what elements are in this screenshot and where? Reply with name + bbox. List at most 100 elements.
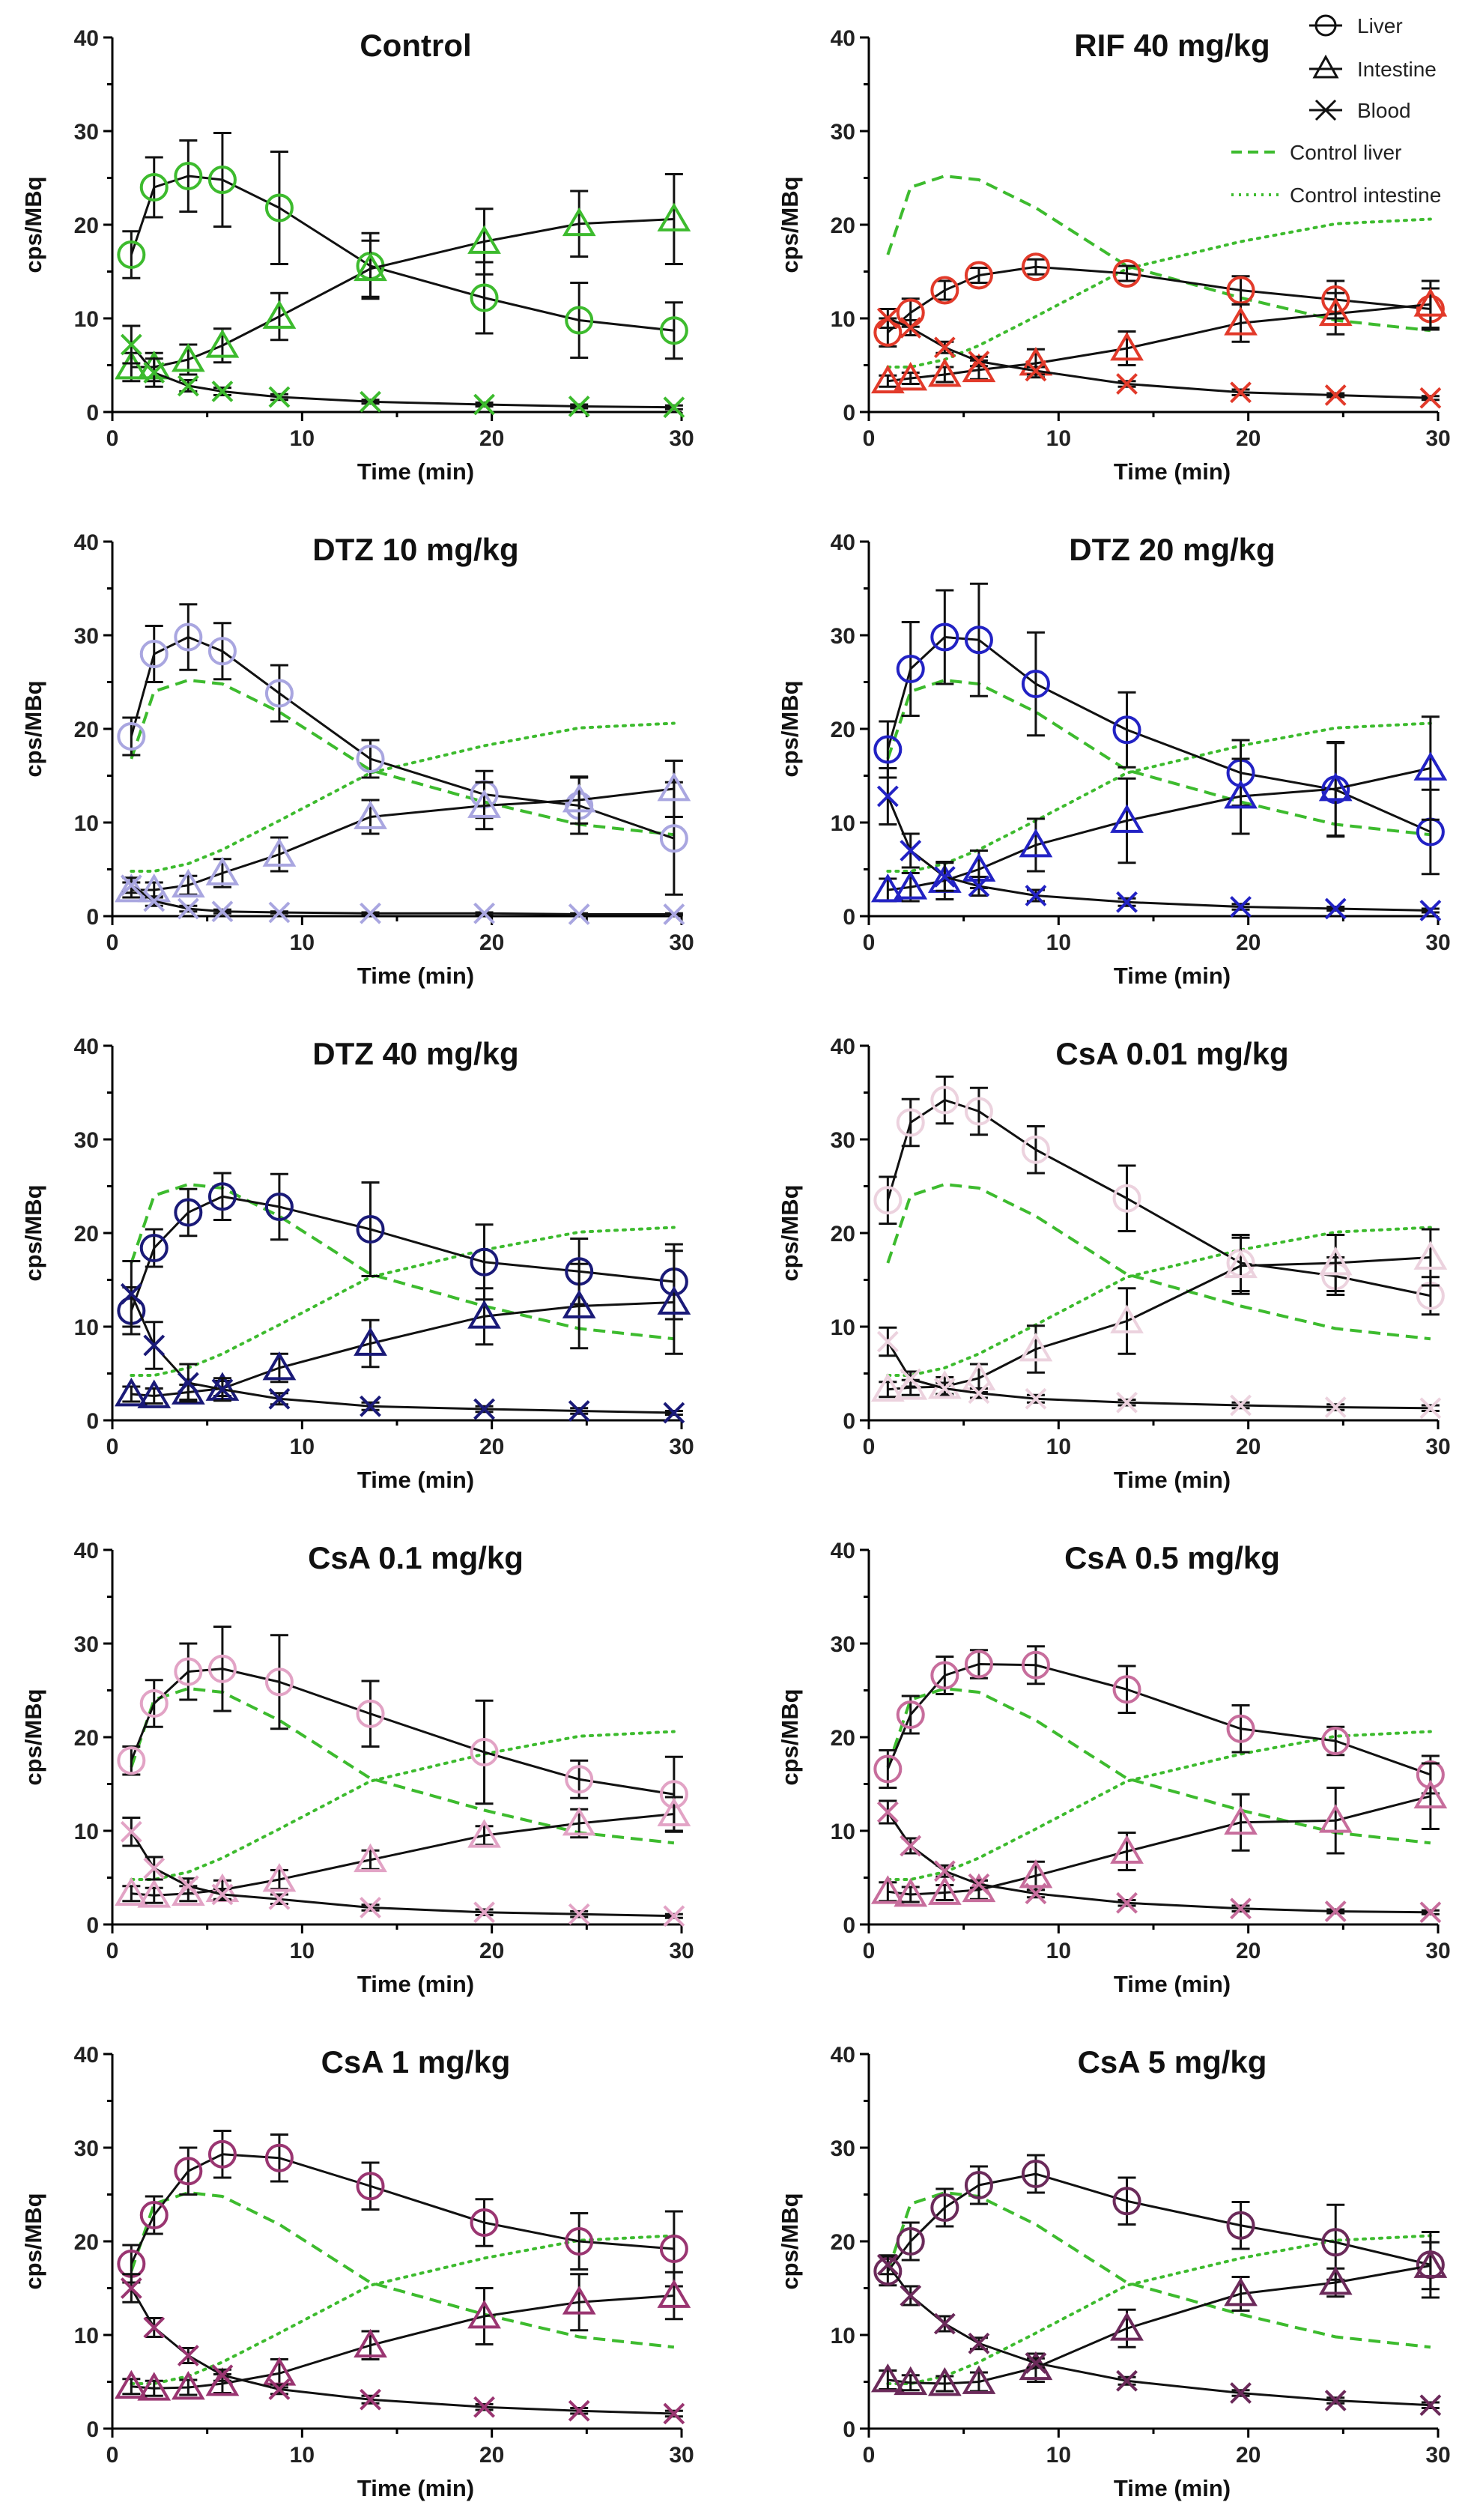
y-tick-label: 0 [843,2417,855,2442]
liver-line [886,1663,1431,1776]
intestine-point [1224,1249,1258,1279]
intestine-point [467,789,501,818]
y-tick-label: 0 [843,1913,855,1938]
blood-point [1116,891,1138,913]
series-blood [876,1326,1442,1420]
x-tick-label: 20 [1236,930,1261,955]
x-axis-label: Time (min) [1114,458,1231,485]
x-tick-label: 10 [290,1435,315,1459]
y-tick-label: 10 [74,1315,99,1340]
liver-point [139,1234,169,1262]
intestine-point [262,300,297,329]
x-tick-label: 30 [669,1939,694,1963]
liver-point [207,2139,237,2169]
x-tick-label: 20 [1236,1939,1261,1963]
intestine-point [562,784,596,813]
y-axis-label: cps/MBq [20,176,46,273]
blood-point [900,317,922,339]
series-blood [120,2273,685,2425]
y-tick-label: 40 [831,2043,855,2068]
intestine-point [1110,1835,1144,1864]
y-tick-label: 10 [74,2324,99,2348]
blood-point [360,902,381,924]
x-tick-label: 10 [1046,1939,1071,1963]
blood-point [1116,2369,1138,2392]
liver-point [1321,1727,1350,1755]
series-intestine [114,173,691,383]
intestine-point [1413,288,1448,317]
x-tick-label: 10 [290,2443,315,2468]
series-intestine [870,1762,1448,1907]
y-tick-label: 20 [831,1726,855,1751]
blood-point [473,1398,495,1420]
intestine-point [1318,297,1353,327]
x-axis-label: Time (min) [357,458,474,485]
liver-point [1112,259,1141,288]
blood-point [1419,1397,1442,1420]
y-tick-label: 40 [74,1035,99,1059]
liver-point [470,2208,499,2237]
liver-point [1021,252,1050,282]
intestine-point [114,1378,148,1407]
blood-point [1324,897,1347,920]
intestine-line [131,218,674,369]
intestine-point [114,1877,148,1906]
blood-point [876,2253,899,2276]
blood-point [663,903,685,925]
intestine-point [962,2365,996,2394]
blood-point [268,1888,291,1910]
blood-point [876,785,899,808]
y-tick-label: 20 [831,1222,855,1247]
intestine-point [467,2300,501,2329]
x-axis-label: Time (min) [357,2475,474,2501]
intestine-point [927,358,962,387]
liver-point [139,173,169,202]
y-tick-label: 10 [831,307,855,332]
y-tick-label: 0 [86,1913,99,1938]
liver-line [130,175,675,332]
x-axis-label: Time (min) [357,1467,474,1493]
series-intestine [870,1228,1448,1402]
intestine-point [1318,1247,1353,1276]
blood-point [120,2277,142,2299]
x-tick-label: 30 [1425,1435,1450,1459]
liver-line [887,2172,1431,2272]
blood-point [663,396,685,419]
blood-point [211,1378,234,1401]
series-liver [873,1075,1445,1316]
liver-point [356,745,385,773]
blood-line [130,1293,674,1414]
y-tick-label: 30 [831,1128,855,1153]
liver-point [207,637,237,666]
liver-point [207,1654,237,1683]
blood-point [568,1903,590,1925]
liver-point [659,316,688,345]
series-blood [876,307,1442,409]
intestine-point [870,1372,905,1402]
series-liver [117,603,688,896]
series-liver [117,1626,688,1833]
legend-blood-label: Blood [1357,99,1411,122]
panel-dtz20: 0 10 20 30 40 0 10 20 30 Time (min) cps/MBq DTZ 20 … [777,530,1451,989]
y-tick-label: 30 [831,2136,855,2161]
blood-point [1025,360,1047,382]
liver-point [1021,1135,1050,1164]
liver-point [207,1182,237,1211]
control-intestine-line [886,1226,1432,1377]
x-tick-label: 20 [479,1939,504,1963]
control-intestine-line [130,1730,676,1881]
intestine-point [1019,1859,1053,1889]
x-tick-label: 20 [1236,2443,1261,2468]
y-axis-label: cps/MBq [20,2193,46,2289]
blood-point [900,1835,922,1857]
liver-point [1021,1650,1050,1680]
blood-point [360,390,381,413]
x-tick-label: 0 [106,1939,119,1963]
control-liver-line [886,175,1431,333]
blood-line [130,884,674,915]
liver-point [356,2172,385,2201]
liver-point [659,824,688,853]
liver-point [356,1215,385,1244]
liver-point [139,640,169,668]
x-axis-label: Time (min) [357,1971,474,1997]
